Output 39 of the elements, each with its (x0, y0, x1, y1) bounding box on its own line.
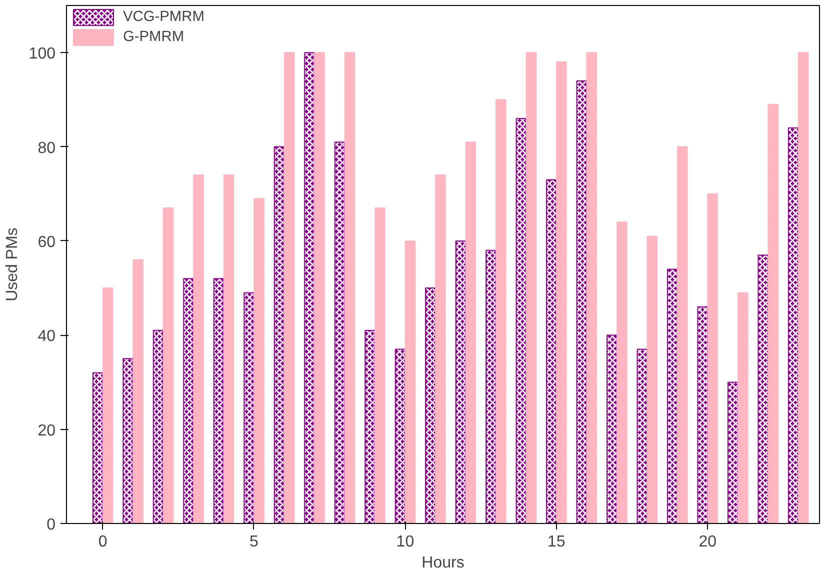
bar (737, 292, 748, 524)
bar (616, 222, 628, 524)
bar (798, 52, 809, 524)
y-tick-label: 100 (28, 46, 56, 63)
y-tick-label: 40 (38, 328, 56, 346)
legend-label: VCG-PMRM (123, 9, 204, 25)
bar (496, 99, 506, 524)
bar (707, 193, 718, 524)
bar (132, 259, 144, 524)
bar (768, 104, 778, 524)
bar (162, 207, 174, 524)
bar (223, 174, 234, 524)
x-tick-label: 0 (98, 534, 108, 550)
bar (435, 174, 446, 524)
bar (556, 62, 567, 524)
y-tick-label: 60 (38, 234, 56, 251)
bar (314, 52, 325, 524)
x-tick-label: 20 (698, 534, 717, 550)
y-tick-label: 0 (46, 516, 56, 534)
y-tick-label: 80 (38, 140, 56, 157)
bar (374, 207, 386, 524)
bar (646, 236, 658, 524)
bar (465, 142, 476, 524)
bar (193, 174, 204, 524)
x-tick-label: 10 (396, 534, 414, 550)
bar (102, 288, 114, 524)
bar (404, 240, 416, 524)
bar (676, 146, 688, 524)
bar (344, 52, 356, 524)
x-tick-label: 5 (250, 534, 259, 550)
y-tick-label: 20 (38, 422, 56, 440)
bar (284, 52, 295, 524)
bar (254, 198, 264, 524)
x-tick-label: 15 (548, 534, 566, 550)
x-axis-title: Hours (422, 554, 464, 572)
y-axis-title: Used PMs (4, 228, 21, 302)
bar (526, 52, 537, 524)
legend-label: G-PMRM (123, 29, 184, 45)
bar (586, 52, 598, 524)
